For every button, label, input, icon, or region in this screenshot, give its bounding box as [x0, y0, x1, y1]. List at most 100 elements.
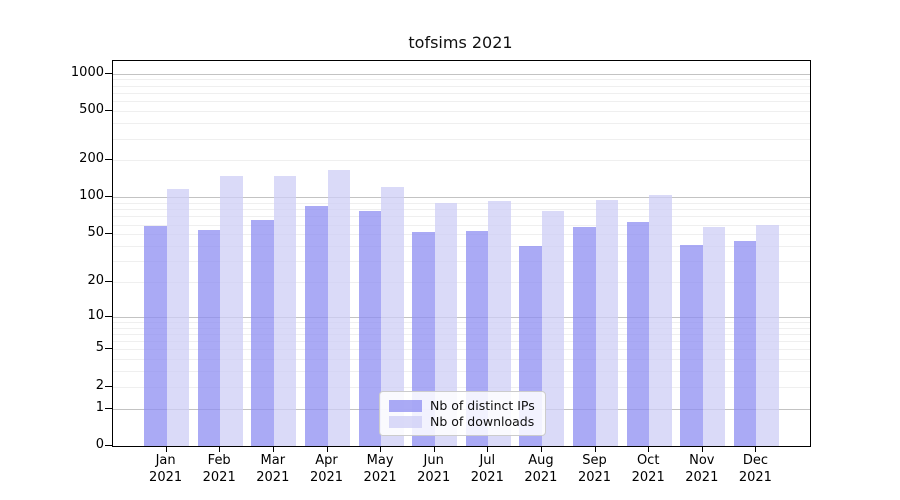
legend: Nb of distinct IPs Nb of downloads [379, 391, 546, 436]
x-tick [272, 446, 274, 452]
x-tick-label: Aug 2021 [524, 453, 558, 485]
gridline-minor [113, 92, 810, 94]
bar-downloads [702, 227, 726, 446]
gridline-minor [113, 79, 810, 81]
gridline-minor [113, 341, 810, 343]
y-tick-label: 1 [95, 399, 104, 415]
gridline-major [113, 197, 810, 199]
y-tick [105, 280, 112, 282]
x-tick-label: Nov 2021 [685, 453, 719, 485]
bar-downloads [488, 201, 511, 446]
x-tick-label: Mar 2021 [256, 453, 290, 485]
gridline-minor [113, 321, 810, 323]
x-tick-label: Dec 2021 [738, 453, 772, 485]
y-tick [105, 233, 112, 235]
bar-distinct-ips [305, 206, 328, 446]
bar-distinct-ips [626, 221, 650, 446]
y-tick-label: 0 [95, 437, 104, 452]
x-tick [326, 446, 328, 452]
x-tick [487, 446, 489, 452]
y-tick-label: 1000 [70, 64, 104, 80]
y-tick [105, 110, 112, 111]
gridline-minor [113, 327, 810, 329]
gridline-minor [113, 224, 810, 226]
legend-label-distinct-ips: Nb of distinct IPs [430, 398, 535, 413]
y-tick [105, 445, 112, 446]
gridline-minor [113, 202, 810, 204]
gridline-minor [113, 333, 810, 335]
chart-title: tofsims 2021 [408, 33, 513, 52]
bar-downloads [541, 210, 565, 446]
y-tick [105, 315, 112, 317]
gridline-minor [113, 101, 810, 103]
y-tick-label: 100 [79, 188, 104, 204]
bar-downloads [327, 170, 350, 446]
bar-distinct-ips [680, 244, 703, 446]
x-tick [219, 446, 221, 452]
bar-distinct-ips [144, 226, 167, 446]
legend-row-downloads: Nb of downloads [389, 414, 536, 429]
bar-downloads [595, 200, 618, 446]
legend-swatch-downloads [389, 415, 422, 428]
x-tick [701, 446, 703, 452]
bar-downloads [756, 224, 779, 446]
x-tick-label: Oct 2021 [631, 453, 665, 485]
x-tick-label: Jan 2021 [149, 453, 183, 485]
gridline-minor [113, 371, 810, 373]
y-tick-label: 5 [95, 340, 104, 356]
gridline-minor [113, 359, 810, 361]
y-tick-label: 500 [79, 102, 104, 117]
y-tick [105, 385, 112, 387]
x-tick [380, 446, 382, 452]
gridline-minor [113, 281, 810, 283]
x-tick-label: Apr 2021 [309, 453, 344, 485]
bar-downloads [434, 202, 458, 446]
x-tick-label: Sep 2021 [577, 453, 612, 485]
y-tick-label: 2 [95, 377, 104, 393]
y-tick-label: 10 [87, 307, 104, 323]
gridline-minor [113, 386, 810, 388]
bar-distinct-ips [358, 211, 382, 446]
x-tick [755, 446, 757, 452]
legend-label-downloads: Nb of downloads [430, 414, 535, 429]
gridline-minor [113, 123, 810, 124]
x-tick [433, 446, 435, 452]
y-tick [105, 407, 112, 409]
x-tick-label: Feb 2021 [202, 453, 236, 485]
y-tick [105, 196, 112, 198]
x-tick-label: Jun 2021 [417, 453, 451, 485]
gridline-minor [113, 216, 810, 218]
x-tick [648, 446, 650, 452]
x-tick [594, 446, 596, 452]
gridline-major [113, 73, 810, 75]
bar-distinct-ips [573, 227, 596, 446]
x-tick [165, 446, 167, 452]
gridline-minor [113, 85, 810, 87]
plot-area: Nb of distinct IPs Nb of downloads [112, 60, 811, 447]
gridline-minor [113, 349, 810, 351]
gridline-major [113, 316, 810, 318]
y-tick [105, 159, 112, 161]
gridline-minor [113, 245, 810, 247]
legend-swatch-distinct-ips [389, 399, 422, 412]
gridline-minor [113, 160, 810, 162]
x-tick [540, 446, 542, 452]
bar-downloads [381, 187, 404, 446]
bar-downloads [649, 195, 672, 446]
gridline-minor [113, 138, 810, 140]
x-tick-label: Jul 2021 [470, 453, 504, 485]
y-tick-label: 50 [87, 225, 104, 241]
y-tick [105, 348, 112, 350]
bar-distinct-ips [733, 240, 757, 446]
y-tick [105, 72, 112, 74]
bar-distinct-ips [197, 230, 221, 446]
gridline-minor [113, 234, 810, 236]
x-tick-label: May 2021 [363, 453, 397, 485]
gridline-minor [113, 260, 810, 262]
gridline-minor [113, 111, 810, 112]
bar-downloads [220, 175, 243, 446]
bar-downloads [273, 175, 297, 446]
legend-row-distinct-ips: Nb of distinct IPs [389, 398, 536, 413]
bar-distinct-ips [251, 220, 274, 446]
